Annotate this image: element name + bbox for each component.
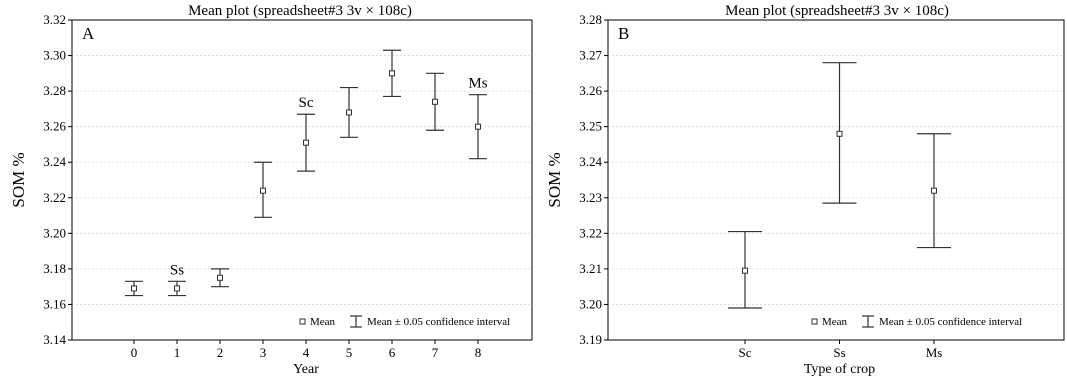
chart-panel-a: 3.14 3.16 3.18 3.20 3.22 3.24 3.26 3.28 3.30 3.32… bbox=[9, 3, 533, 376]
plot-frame bbox=[71, 19, 533, 341]
error-bar bbox=[125, 280, 143, 297]
mean-point bbox=[742, 267, 748, 274]
mean-point bbox=[131, 285, 137, 292]
mean-point bbox=[217, 274, 223, 281]
y-tick-label: 3.21 bbox=[579, 261, 602, 276]
panel-letter: B bbox=[618, 24, 629, 43]
mean-point bbox=[931, 187, 937, 194]
mean-point bbox=[303, 139, 309, 146]
error-bar bbox=[254, 161, 272, 218]
chart-panel-b: 3.19 3.20 3.21 3.22 3.23 3.24 3.25 3.26 3.27 3.28… bbox=[545, 3, 1065, 376]
x-tick-label: 8 bbox=[475, 345, 482, 360]
legend-mean-icon bbox=[811, 318, 818, 325]
error-bar bbox=[469, 94, 487, 160]
mean-point bbox=[432, 98, 438, 105]
y-tick-label: 3.27 bbox=[579, 48, 602, 63]
legend-mean-icon bbox=[299, 318, 306, 325]
x-tick-label: 4 bbox=[303, 345, 310, 360]
y-tick-label: 3.28 bbox=[579, 12, 602, 27]
mean-point bbox=[475, 123, 481, 130]
annotation-label: Ss bbox=[170, 262, 184, 278]
annotation-label: Ms bbox=[468, 76, 487, 92]
y-tick-label: 3.26 bbox=[43, 119, 66, 134]
y-tick-label: 3.30 bbox=[43, 48, 66, 63]
legend: Mean Mean ± 0.05 confidence interval bbox=[299, 315, 510, 328]
x-tick-label: 0 bbox=[131, 345, 138, 360]
y-tick-label: 3.22 bbox=[579, 225, 602, 240]
error-bar bbox=[168, 280, 186, 297]
y-tick-label: 3.26 bbox=[579, 83, 602, 98]
y-tick-label: 3.28 bbox=[43, 83, 66, 98]
legend-mean-label: Mean bbox=[822, 316, 848, 328]
y-axis-label: SOM % bbox=[9, 152, 28, 207]
y-tick-label: 3.24 bbox=[43, 154, 66, 169]
y-tick-label: 3.19 bbox=[579, 332, 602, 347]
error-bar bbox=[383, 49, 401, 98]
y-axis-label: SOM % bbox=[545, 152, 564, 207]
y-tick-label: 3.22 bbox=[43, 190, 66, 205]
error-bar bbox=[822, 62, 857, 204]
x-tick-label: Ss bbox=[833, 345, 845, 360]
y-tick-label: 3.14 bbox=[43, 332, 66, 347]
legend-ci-label: Mean ± 0.05 confidence interval bbox=[367, 316, 510, 328]
y-tick-label: 3.23 bbox=[579, 190, 602, 205]
y-tick-label: 3.32 bbox=[43, 12, 66, 27]
plot-frame bbox=[607, 19, 1065, 341]
y-tick-label: 3.16 bbox=[43, 296, 66, 311]
panel-letter: A bbox=[82, 24, 95, 43]
x-tick-label: 2 bbox=[217, 345, 224, 360]
error-bar bbox=[297, 113, 315, 172]
chart-title: Mean plot (spreadsheet#3 3v × 108c) bbox=[725, 3, 949, 19]
x-tick-label: Sc bbox=[739, 345, 752, 360]
y-tick-label: 3.24 bbox=[579, 154, 602, 169]
legend-mean-label: Mean bbox=[310, 316, 336, 328]
y-tick-label: 3.25 bbox=[579, 119, 602, 134]
annotation-label: Sc bbox=[299, 95, 314, 111]
error-bar bbox=[917, 133, 951, 249]
y-tick-label: 3.20 bbox=[579, 296, 602, 311]
x-axis-label: Year bbox=[293, 362, 319, 376]
legend-ci-label: Mean ± 0.05 confidence interval bbox=[879, 316, 1022, 328]
error-bar bbox=[426, 72, 444, 131]
mean-point bbox=[346, 109, 352, 116]
x-tick-label: 3 bbox=[260, 345, 267, 360]
x-axis-label: Type of crop bbox=[804, 362, 875, 376]
legend: Mean Mean ± 0.05 confidence interval bbox=[811, 315, 1022, 328]
error-bar bbox=[728, 230, 762, 309]
error-bar bbox=[211, 268, 229, 288]
x-tick-label: 7 bbox=[432, 345, 439, 360]
x-tick-label: 6 bbox=[389, 345, 396, 360]
x-tick-label: Ms bbox=[926, 345, 943, 360]
error-bar bbox=[340, 86, 358, 138]
mean-point bbox=[389, 70, 395, 77]
y-tick-label: 3.18 bbox=[43, 261, 66, 276]
mean-point bbox=[174, 285, 180, 292]
x-tick-label: 1 bbox=[174, 345, 181, 360]
mean-point bbox=[836, 130, 843, 137]
y-tick-label: 3.20 bbox=[43, 225, 66, 240]
x-tick-label: 5 bbox=[346, 345, 353, 360]
mean-point bbox=[260, 187, 266, 194]
chart-title: Mean plot (spreadsheet#3 3v × 108c) bbox=[188, 3, 412, 19]
